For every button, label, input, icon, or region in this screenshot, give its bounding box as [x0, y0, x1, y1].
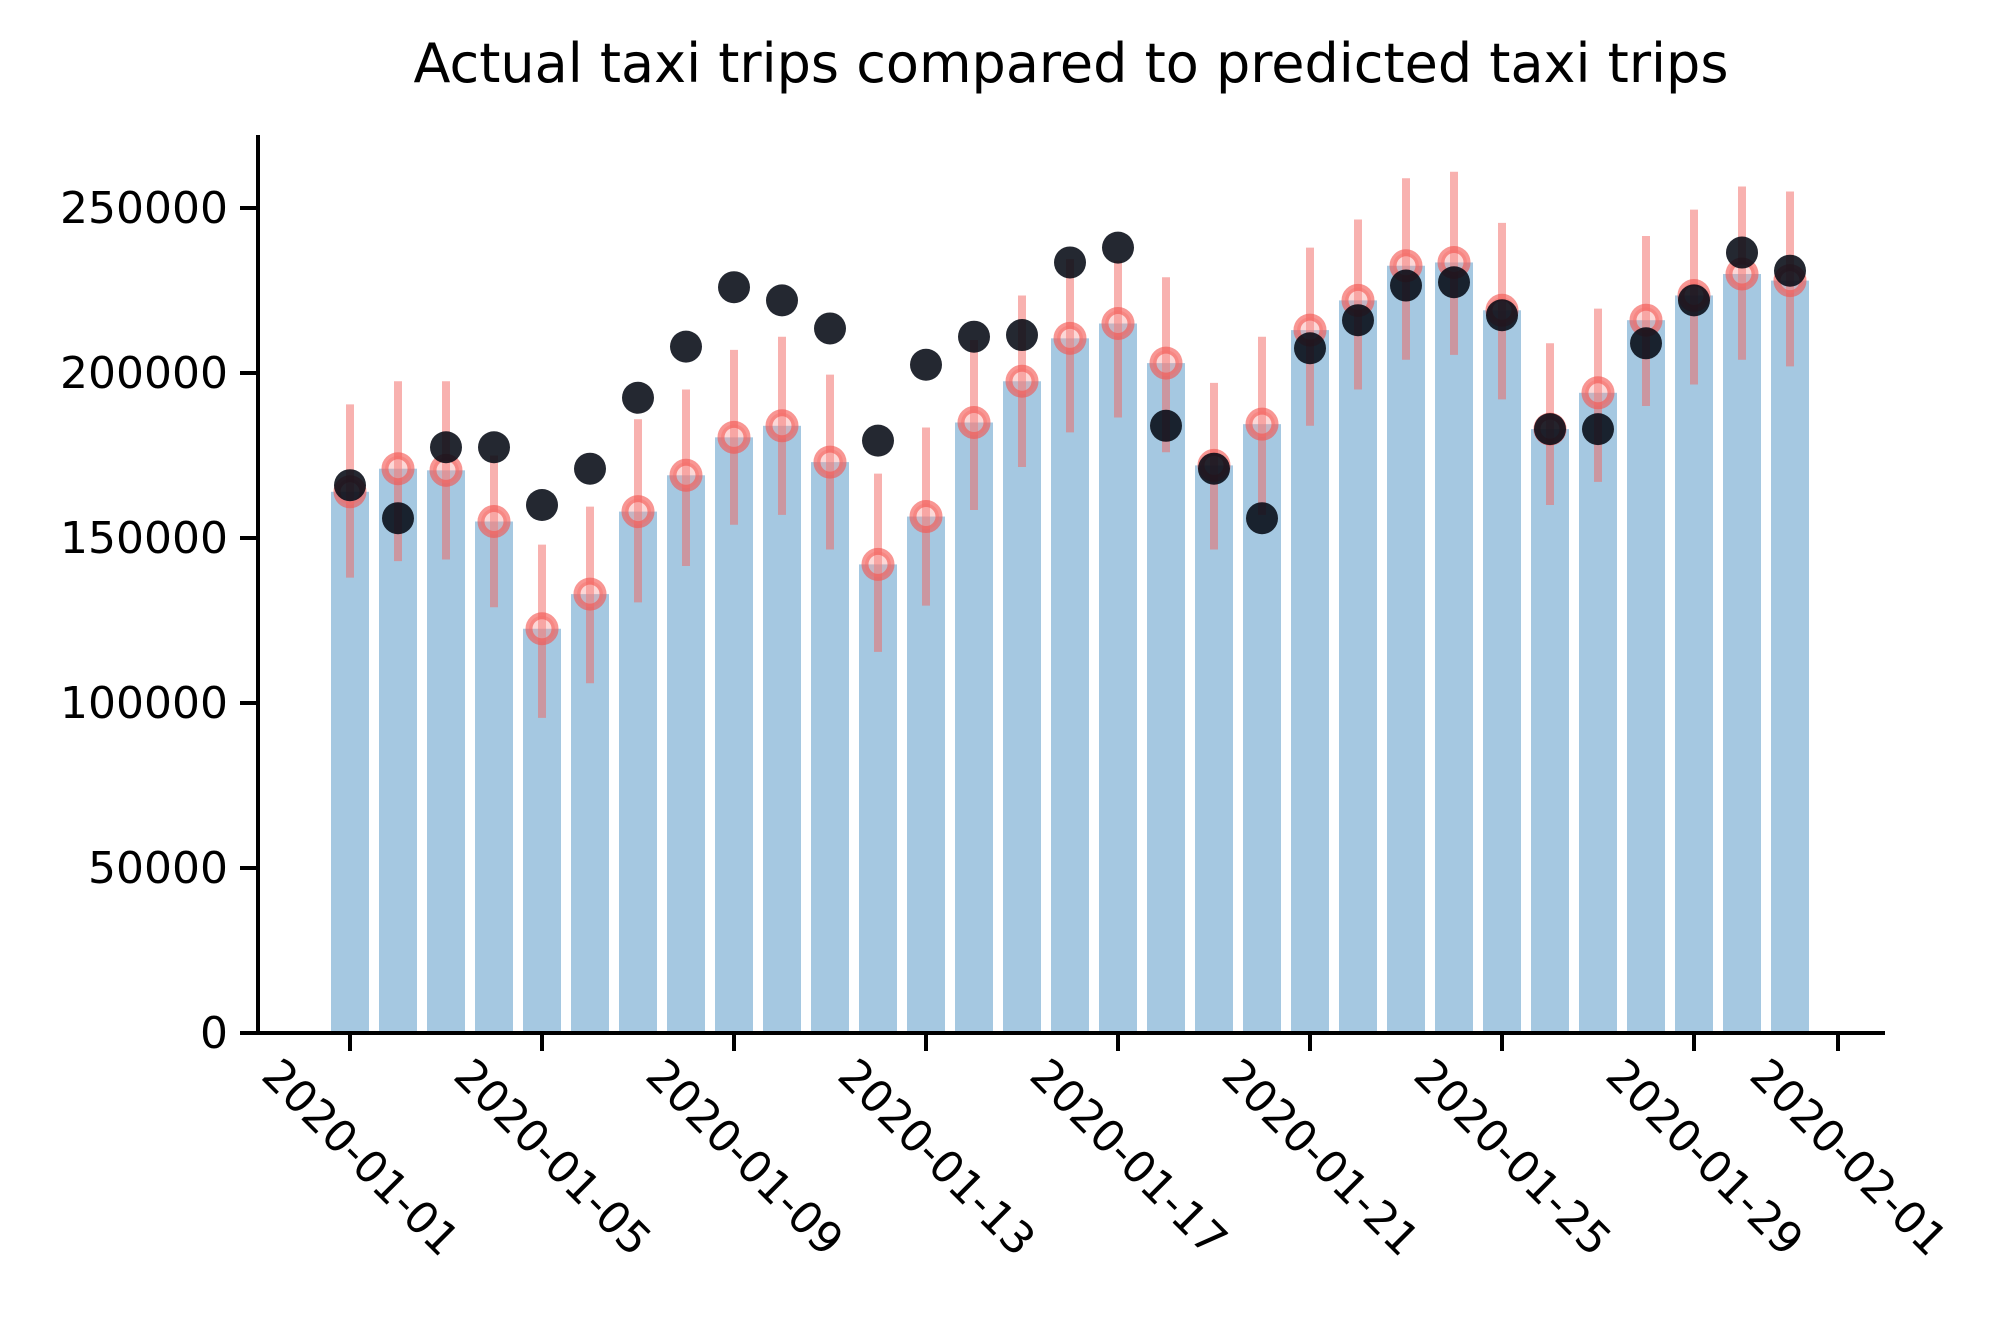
bar [1675, 295, 1713, 1033]
actual-dot [1150, 409, 1182, 442]
bar [379, 468, 417, 1033]
bar [715, 437, 753, 1034]
x-tick-label: 2020-01-21 [1212, 1049, 1429, 1266]
bar [1339, 300, 1377, 1033]
bar [1579, 392, 1617, 1033]
predicted-marker [861, 547, 895, 581]
predicted-marker [909, 500, 943, 534]
actual-dot [1294, 332, 1326, 365]
predicted-marker [1101, 307, 1135, 340]
actual-dot [814, 312, 846, 345]
predicted-marker [765, 409, 799, 443]
predicted-marker [813, 445, 847, 479]
predicted-marker [717, 420, 751, 454]
actual-dot [622, 381, 654, 414]
bar [1051, 338, 1089, 1034]
x-tick-label: 2020-01-09 [636, 1049, 853, 1266]
actual-dot [862, 424, 894, 457]
actual-dot [1774, 254, 1806, 287]
bar [1435, 262, 1473, 1033]
bars-layer [331, 262, 1809, 1034]
actual-dot [958, 320, 990, 353]
bar [427, 470, 465, 1034]
x-tick-label: 2020-01-05 [444, 1049, 661, 1266]
predicted-marker [1245, 407, 1279, 441]
actual-dot [1198, 452, 1230, 485]
actual-dot [718, 271, 750, 304]
predicted-marker [1581, 376, 1615, 410]
actual-dot [670, 330, 702, 363]
actual-dot [1534, 413, 1566, 446]
actual-dot [382, 502, 414, 535]
chart-title: Actual taxi trips compared to predicted … [414, 32, 1729, 95]
bar [1291, 330, 1329, 1034]
actual-dot [1342, 304, 1374, 337]
y-tick-label: 200000 [60, 348, 228, 399]
bar [1099, 323, 1137, 1033]
actual-dot [430, 431, 462, 464]
actual-dot [910, 348, 942, 381]
bar [763, 425, 801, 1033]
y-tick-label: 250000 [60, 183, 228, 234]
actual-dot [1006, 319, 1038, 352]
predicted-marker [477, 505, 511, 538]
actual-dot [1102, 231, 1134, 264]
bar [1483, 310, 1521, 1033]
bar [1387, 265, 1425, 1033]
y-tick-label: 100000 [60, 678, 228, 729]
predicted-marker [1149, 346, 1183, 380]
actual-dot [1486, 299, 1518, 332]
bar [955, 422, 993, 1033]
actual-dot [334, 469, 366, 502]
predicted-marker [1005, 364, 1039, 398]
y-tick-label: 150000 [60, 513, 228, 564]
y-tick-label: 0 [200, 1008, 228, 1059]
bar [1627, 320, 1665, 1033]
bar [667, 475, 705, 1033]
actual-dot [478, 431, 510, 464]
actual-dot [1678, 284, 1710, 317]
bar [1771, 280, 1809, 1034]
predicted-marker [381, 452, 415, 486]
actual-dot [1630, 327, 1662, 360]
actual-dot [1246, 502, 1278, 535]
bar [1147, 363, 1185, 1034]
actual-dot [526, 489, 558, 521]
predicted-marker [621, 495, 655, 529]
actual-dot [1438, 266, 1470, 299]
bar [1195, 465, 1233, 1033]
actual-dot [1390, 269, 1422, 302]
predicted-marker [669, 458, 703, 492]
actual-dot [766, 284, 798, 317]
actual-dot [574, 452, 606, 485]
bar [331, 491, 369, 1033]
actual-dots-layer [334, 231, 1806, 535]
bar [1723, 274, 1761, 1033]
x-tick-label: 2020-01-01 [252, 1049, 469, 1266]
x-tick-label: 2020-01-13 [828, 1049, 1045, 1266]
predicted-marker [1053, 321, 1087, 355]
predicted-marker [573, 577, 607, 611]
actual-dot [1054, 246, 1086, 279]
bar [1003, 381, 1041, 1033]
actual-dot [1582, 413, 1614, 446]
predicted-marker [525, 612, 559, 646]
bar [811, 462, 849, 1034]
actual-dot [1726, 236, 1758, 269]
bar [1531, 429, 1569, 1034]
predicted-marker [957, 406, 991, 439]
y-tick-label: 50000 [88, 843, 228, 894]
x-tick-label: 2020-01-17 [1020, 1049, 1237, 1266]
x-tick-label: 2020-01-25 [1404, 1049, 1621, 1266]
